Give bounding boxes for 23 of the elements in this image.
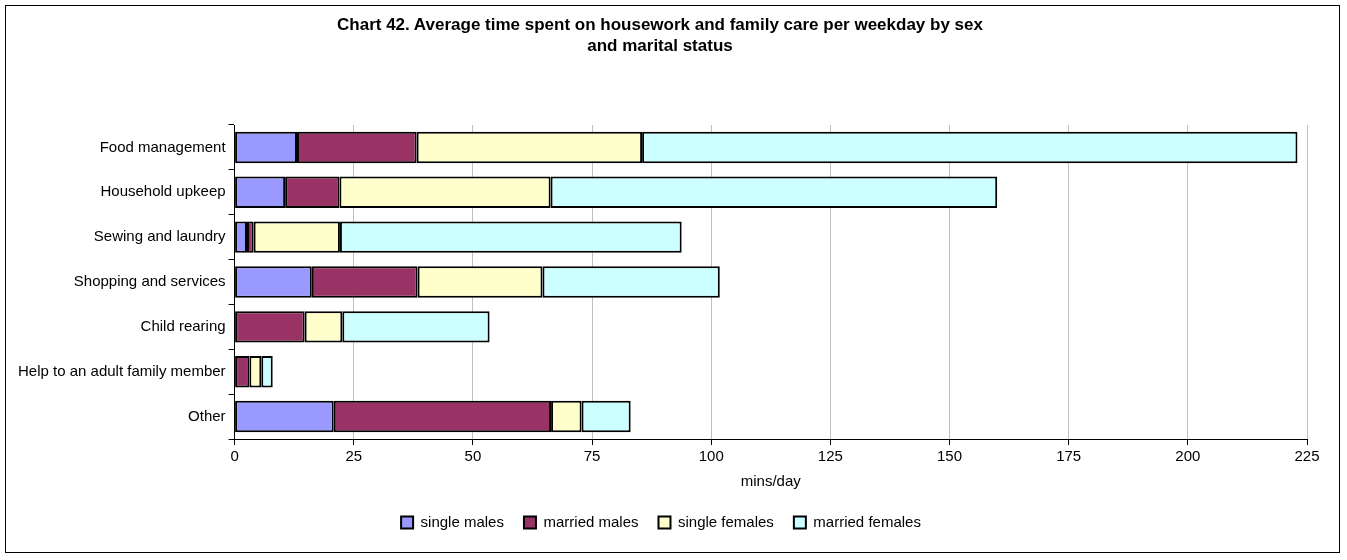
x-tick-label: 50 [464, 447, 482, 465]
x-tick-label: 100 [698, 447, 724, 465]
x-tick-label: 25 [345, 447, 363, 465]
y-tick-label: Child rearing [140, 317, 226, 334]
y-tick-label: Other [188, 406, 226, 424]
y-tick-label: Household upkeep [100, 182, 226, 200]
x-tick-label: 200 [1175, 447, 1201, 465]
x-tick-label: 75 [583, 447, 601, 465]
legend-label: single males [420, 512, 504, 530]
legend-label: married females [813, 512, 921, 530]
legend-label: married males [543, 512, 639, 530]
legend-label: single females [677, 512, 774, 530]
x-axis-title: mins/day [740, 472, 802, 490]
y-tick-label: Food management [99, 137, 227, 155]
y-tick-label: Sewing and laundry [93, 227, 227, 245]
y-tick-label: Help to an adult family member [18, 361, 226, 379]
x-tick-label: 175 [1056, 447, 1082, 465]
x-tick-label: 125 [817, 447, 843, 465]
x-tick-label: 225 [1294, 447, 1320, 465]
x-tick-label: 150 [937, 447, 963, 465]
x-tick-label: 0 [230, 447, 239, 465]
y-tick-label: Shopping and services [73, 272, 226, 290]
chart-title: Chart 42. Average time spent on housework and family care per weekday by sex and marital status [336, 14, 984, 56]
